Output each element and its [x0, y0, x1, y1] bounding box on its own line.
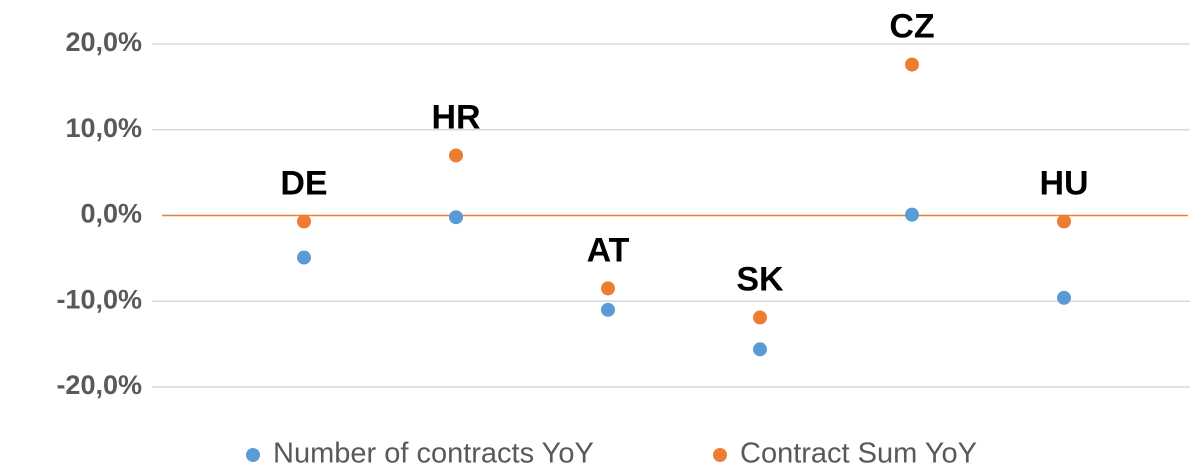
- category-label: AT: [587, 231, 630, 269]
- y-tick-label: 0,0%: [80, 199, 142, 229]
- category-label: HU: [1039, 164, 1088, 202]
- category-label: HR: [431, 98, 480, 136]
- point: [297, 250, 311, 265]
- point: [753, 310, 767, 325]
- point: [1057, 290, 1071, 305]
- point: [601, 302, 615, 317]
- point: [297, 214, 311, 229]
- legend-label: Contract Sum YoY: [740, 438, 977, 469]
- point: [753, 342, 767, 357]
- point: [601, 281, 615, 296]
- point: [905, 207, 919, 222]
- y-tick-label: 20,0%: [65, 27, 142, 57]
- legend-marker: [713, 448, 727, 462]
- y-tick-label: 10,0%: [65, 113, 142, 143]
- legend-marker: [246, 448, 260, 462]
- point: [449, 148, 463, 163]
- point: [905, 57, 919, 72]
- legend-label: Number of contracts YoY: [273, 438, 594, 469]
- category-label: SK: [736, 261, 784, 299]
- y-tick-label: -20,0%: [56, 370, 142, 400]
- point: [1057, 214, 1071, 229]
- point: [449, 210, 463, 225]
- category-label: DE: [280, 164, 327, 202]
- y-tick-label: -10,0%: [56, 284, 142, 314]
- category-label: CZ: [889, 8, 934, 46]
